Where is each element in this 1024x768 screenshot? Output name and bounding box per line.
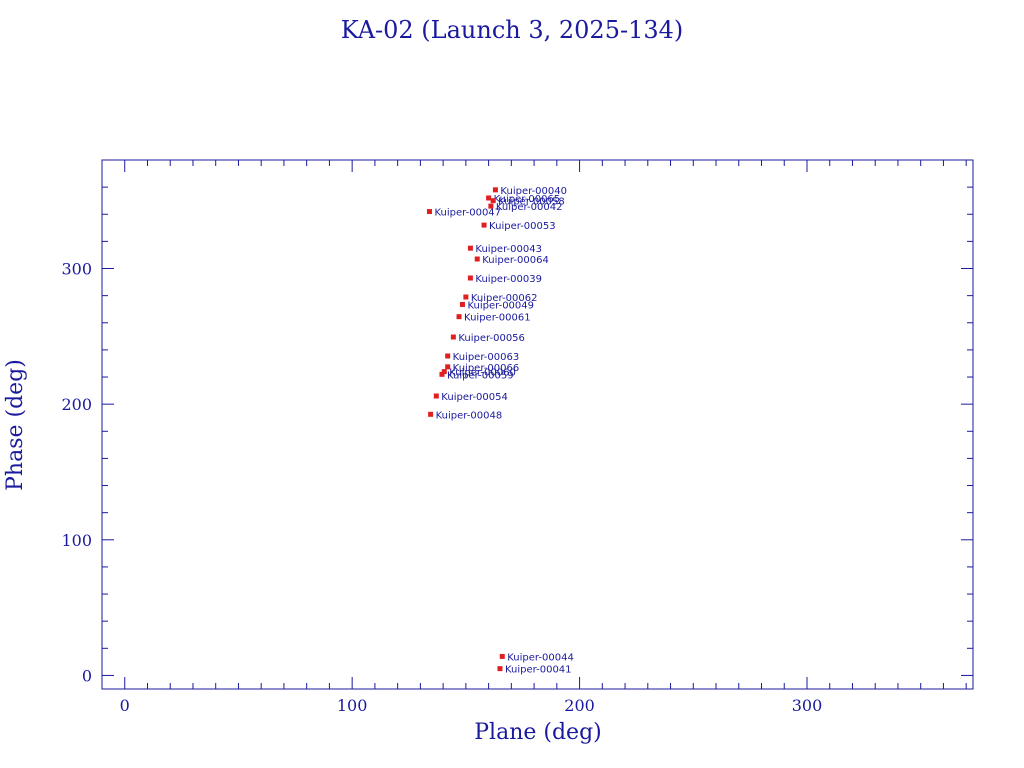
data-point-marker xyxy=(467,275,473,281)
data-point-label: Kuiper-00039 xyxy=(475,274,542,285)
data-point-label: Kuiper-00042 xyxy=(496,202,563,213)
y-tick-label: 100 xyxy=(61,531,92,550)
data-point-label: Kuiper-00044 xyxy=(507,652,574,663)
data-point-marker xyxy=(445,353,451,359)
data-point-marker xyxy=(463,294,469,300)
y-axis-label: Phase (deg) xyxy=(3,359,28,491)
data-point-marker xyxy=(481,222,487,228)
y-tick-label: 0 xyxy=(82,666,92,685)
data-point-label: Kuiper-00040 xyxy=(500,186,567,197)
y-tick-label: 200 xyxy=(61,395,92,414)
data-point-marker xyxy=(499,653,505,659)
data-point-label: Kuiper-00047 xyxy=(434,208,501,219)
chart-title: KA-02 (Launch 3, 2025-134) xyxy=(341,16,684,44)
data-point-marker xyxy=(439,371,445,377)
plot-frame xyxy=(101,159,974,690)
data-point-label: Kuiper-00054 xyxy=(441,392,508,403)
data-point-label: Kuiper-00041 xyxy=(505,665,572,676)
data-point-label: Kuiper-00065 xyxy=(494,194,561,205)
data-point-label: Kuiper-00058 xyxy=(498,197,565,208)
data-point-label: Kuiper-00043 xyxy=(475,244,542,255)
data-point-marker xyxy=(492,187,498,193)
x-tick-label: 200 xyxy=(564,696,595,715)
data-point-marker xyxy=(497,666,503,672)
tick-labels: 0 100 200 300 0 100 200 300 xyxy=(61,260,822,715)
axis-ticks xyxy=(101,159,973,689)
data-point-label: Kuiper-00062 xyxy=(471,293,538,304)
data-point-label: Kuiper-00061 xyxy=(464,313,531,324)
data-point-marker xyxy=(426,209,432,215)
data-point-label: Kuiper-00059 xyxy=(447,370,514,381)
data-point-label: Kuiper-00056 xyxy=(458,333,525,344)
data-point-marker xyxy=(445,364,451,370)
data-point-label: Kuiper-00064 xyxy=(482,255,549,266)
x-axis-label: Plane (deg) xyxy=(474,720,602,745)
data-point-marker xyxy=(433,393,439,399)
data-point-marker xyxy=(450,334,456,340)
data-point-marker xyxy=(490,198,496,204)
data-point-label: Kuiper-00060 xyxy=(449,368,516,379)
data-point-marker xyxy=(428,411,434,417)
data-point-marker xyxy=(467,245,473,251)
data-point-marker xyxy=(459,301,465,307)
x-tick-label: 100 xyxy=(337,696,368,715)
x-tick-label: 0 xyxy=(120,696,130,715)
data-point-label: Kuiper-00066 xyxy=(453,363,520,374)
data-point-marker xyxy=(441,369,447,375)
data-point-label: Kuiper-00063 xyxy=(453,352,520,363)
data-point-marker xyxy=(486,195,492,201)
data-point-label: Kuiper-00048 xyxy=(436,410,503,421)
data-point-label: Kuiper-00049 xyxy=(467,300,534,311)
data-point-marker xyxy=(488,203,494,209)
data-points: Kuiper-00040Kuiper-00065Kuiper-00058Kuip… xyxy=(426,186,574,676)
x-tick-label: 300 xyxy=(792,696,823,715)
data-point-marker xyxy=(456,314,462,320)
data-point-label: Kuiper-00053 xyxy=(489,221,556,232)
data-point-marker xyxy=(474,256,480,262)
y-tick-label: 300 xyxy=(61,260,92,279)
